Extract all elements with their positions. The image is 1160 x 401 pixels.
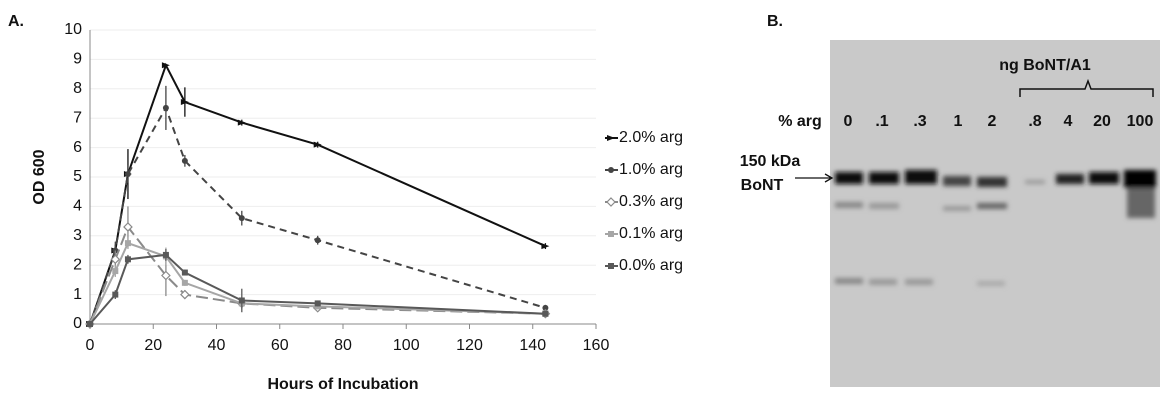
point xyxy=(182,158,188,164)
point xyxy=(182,270,188,276)
lane-label: 20 xyxy=(1093,113,1111,130)
point xyxy=(87,321,93,327)
point xyxy=(542,311,548,317)
point xyxy=(125,240,131,246)
lane-label: .1 xyxy=(875,113,888,130)
x-tick-label: 100 xyxy=(393,337,420,354)
y-tick-label: 7 xyxy=(73,109,82,126)
gel-image xyxy=(830,40,1160,387)
point xyxy=(315,237,321,243)
legend-marker xyxy=(607,135,615,141)
legend-marker xyxy=(607,198,615,206)
lane-label: 2 xyxy=(988,113,997,130)
legend-label: 0.0% arg xyxy=(619,257,683,274)
marker-arrow xyxy=(795,174,832,182)
point xyxy=(315,300,321,306)
y-tick-label: 1 xyxy=(73,286,82,303)
lane-label: 0 xyxy=(844,113,853,130)
group-label: ng BoNT/A1 xyxy=(999,57,1091,74)
point xyxy=(163,252,169,258)
lane-label: .8 xyxy=(1028,113,1041,130)
x-axis-title: Hours of Incubation xyxy=(267,376,418,393)
figure: A. B. Hours of Incubation OD 600 ng BoNT… xyxy=(0,0,1160,401)
panel-label: A. xyxy=(8,13,24,30)
point xyxy=(112,268,118,274)
y-tick-label: 8 xyxy=(73,80,82,97)
y-tick-label: 3 xyxy=(73,227,82,244)
x-tick-label: 20 xyxy=(144,337,162,354)
point xyxy=(163,105,169,111)
legend-label: 2.0% arg xyxy=(619,129,683,146)
point xyxy=(125,171,131,177)
legend-label: 0.1% arg xyxy=(619,225,683,242)
legend-marker xyxy=(608,167,614,173)
point xyxy=(112,292,118,298)
series-line xyxy=(90,65,545,324)
point xyxy=(239,297,245,303)
y-tick-label: 5 xyxy=(73,168,82,185)
x-tick-label: 160 xyxy=(583,337,610,354)
y-tick-label: 10 xyxy=(64,21,82,38)
panel-label: B. xyxy=(767,13,783,30)
x-tick-label: 140 xyxy=(519,337,546,354)
y-tick-label: 9 xyxy=(73,51,82,68)
x-tick-label: 60 xyxy=(271,337,289,354)
lane-label: 1 xyxy=(954,113,963,130)
x-tick-label: 40 xyxy=(208,337,226,354)
marker-label: BoNT xyxy=(741,177,784,194)
point xyxy=(239,215,245,221)
legend-marker xyxy=(608,263,614,269)
lane-label: 4 xyxy=(1064,113,1073,130)
y-axis-title: OD 600 xyxy=(31,149,48,204)
lane-label: .3 xyxy=(913,113,926,130)
point xyxy=(182,280,188,286)
y-tick-label: 6 xyxy=(73,139,82,156)
x-tick-label: 80 xyxy=(334,337,352,354)
y-tick-label: 0 xyxy=(73,315,82,332)
legend-label: 1.0% arg xyxy=(619,161,683,178)
x-tick-label: 0 xyxy=(86,337,95,354)
legend-label: 0.3% arg xyxy=(619,193,683,210)
y-tick-label: 4 xyxy=(73,198,82,215)
marker-label: 150 kDa xyxy=(740,153,801,170)
y-tick-label: 2 xyxy=(73,256,82,273)
lane-label: 100 xyxy=(1127,113,1154,130)
row-label: % arg xyxy=(778,113,822,130)
point xyxy=(125,256,131,262)
legend-marker xyxy=(608,231,614,237)
x-tick-label: 120 xyxy=(456,337,483,354)
